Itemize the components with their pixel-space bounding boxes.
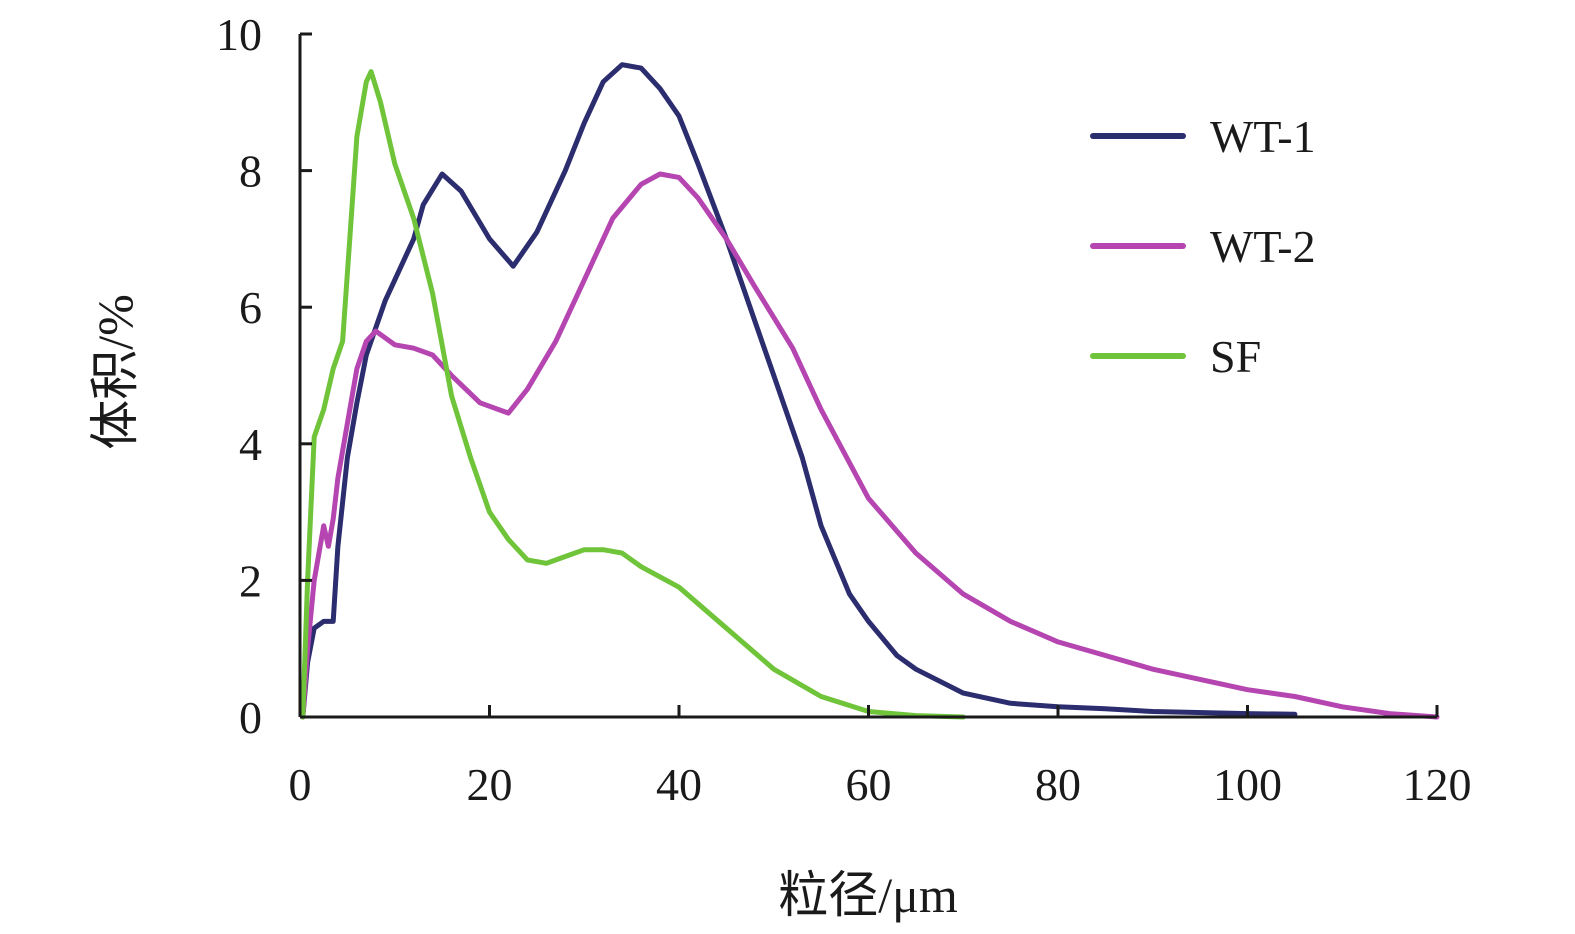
y-tick-label: 10 — [216, 9, 262, 60]
x-tick-label: 120 — [1403, 759, 1472, 810]
x-tick-label: 100 — [1213, 759, 1282, 810]
legend: WT-1 WT-2 SF — [1090, 111, 1316, 382]
legend-label-sf: SF — [1210, 331, 1261, 382]
x-tick-label: 80 — [1035, 759, 1081, 810]
x-tick-label: 0 — [289, 759, 312, 810]
y-tick-label: 6 — [239, 282, 262, 333]
y-tick-label: 2 — [239, 555, 262, 606]
y-axis-title: 体积/% — [87, 294, 143, 450]
x-tick-label: 60 — [846, 759, 892, 810]
x-tick-label: 40 — [656, 759, 702, 810]
y-tick-label: 8 — [239, 146, 262, 197]
x-axis-title: 粒径/μm — [778, 867, 958, 923]
y-tick-label: 4 — [239, 419, 262, 470]
series-line-sf — [300, 69, 966, 720]
legend-label-wt-2: WT-2 — [1210, 221, 1316, 272]
x-tick-label: 20 — [467, 759, 513, 810]
y-tick-label: 0 — [239, 692, 262, 743]
series-line-wt-1 — [300, 62, 1298, 720]
series-layer — [300, 62, 1440, 720]
series-line-wt-2 — [300, 171, 1440, 720]
legend-label-wt-1: WT-1 — [1210, 111, 1316, 162]
